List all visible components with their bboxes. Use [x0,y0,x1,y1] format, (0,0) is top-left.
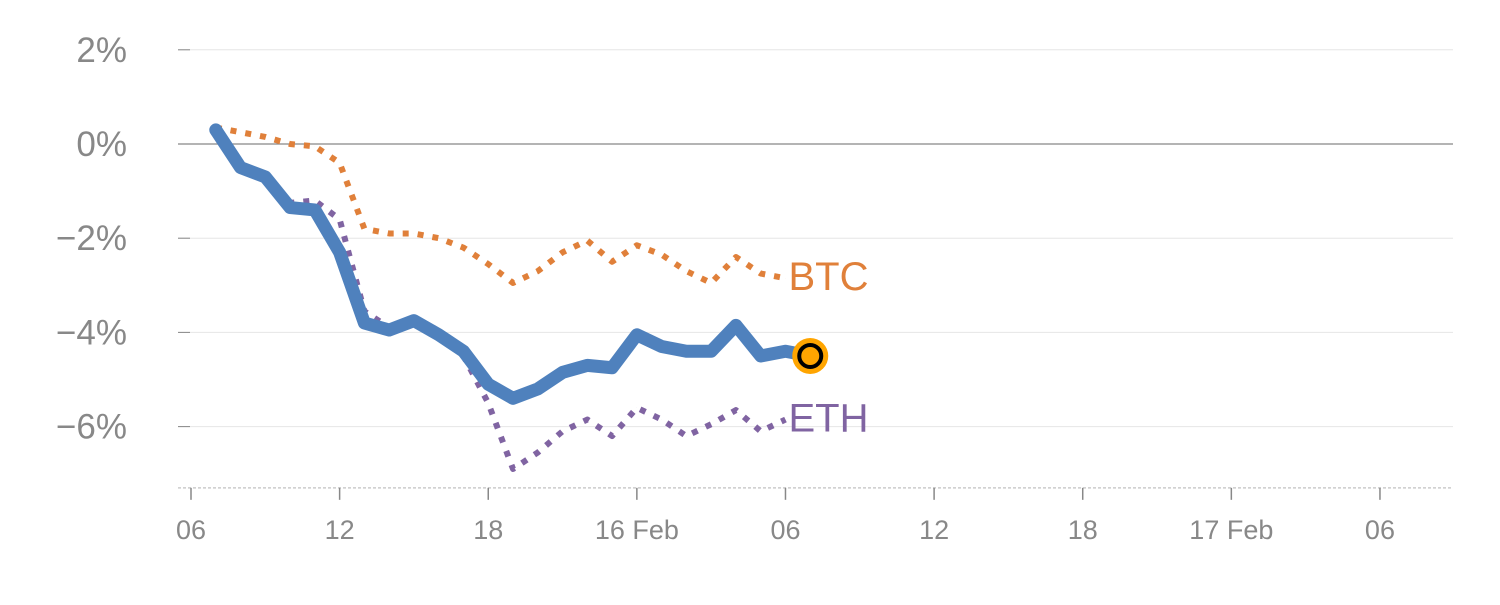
series-label-eth: ETH [788,397,868,441]
series-line-main [216,130,810,398]
series-line-eth [216,132,786,469]
end-marker [799,345,821,367]
x-tick-label: 16 Feb [595,515,679,545]
x-tick-label: 06 [1365,515,1395,545]
x-tick-label: 18 [473,515,503,545]
x-tick-label: 12 [919,515,949,545]
x-tick-label: 06 [176,515,206,545]
x-tick-label: 06 [770,515,800,545]
x-tick-label: 18 [1068,515,1098,545]
series-lines [216,127,829,469]
x-axis: 06 12 18 16 Feb 06 12 18 17 Feb 06 [176,488,1453,545]
y-tick-label: −6% [56,408,127,447]
series-label-btc: BTC [788,255,868,299]
y-tick-label: −2% [56,219,127,258]
y-tick-label: 2% [76,31,127,70]
y-tick-label: 0% [76,125,127,164]
y-axis: 2% 0% −2% −4% −6% [56,31,190,447]
y-tick-label: −4% [56,313,127,352]
x-tick-label: 17 Feb [1189,515,1273,545]
x-tick-label: 12 [325,515,355,545]
